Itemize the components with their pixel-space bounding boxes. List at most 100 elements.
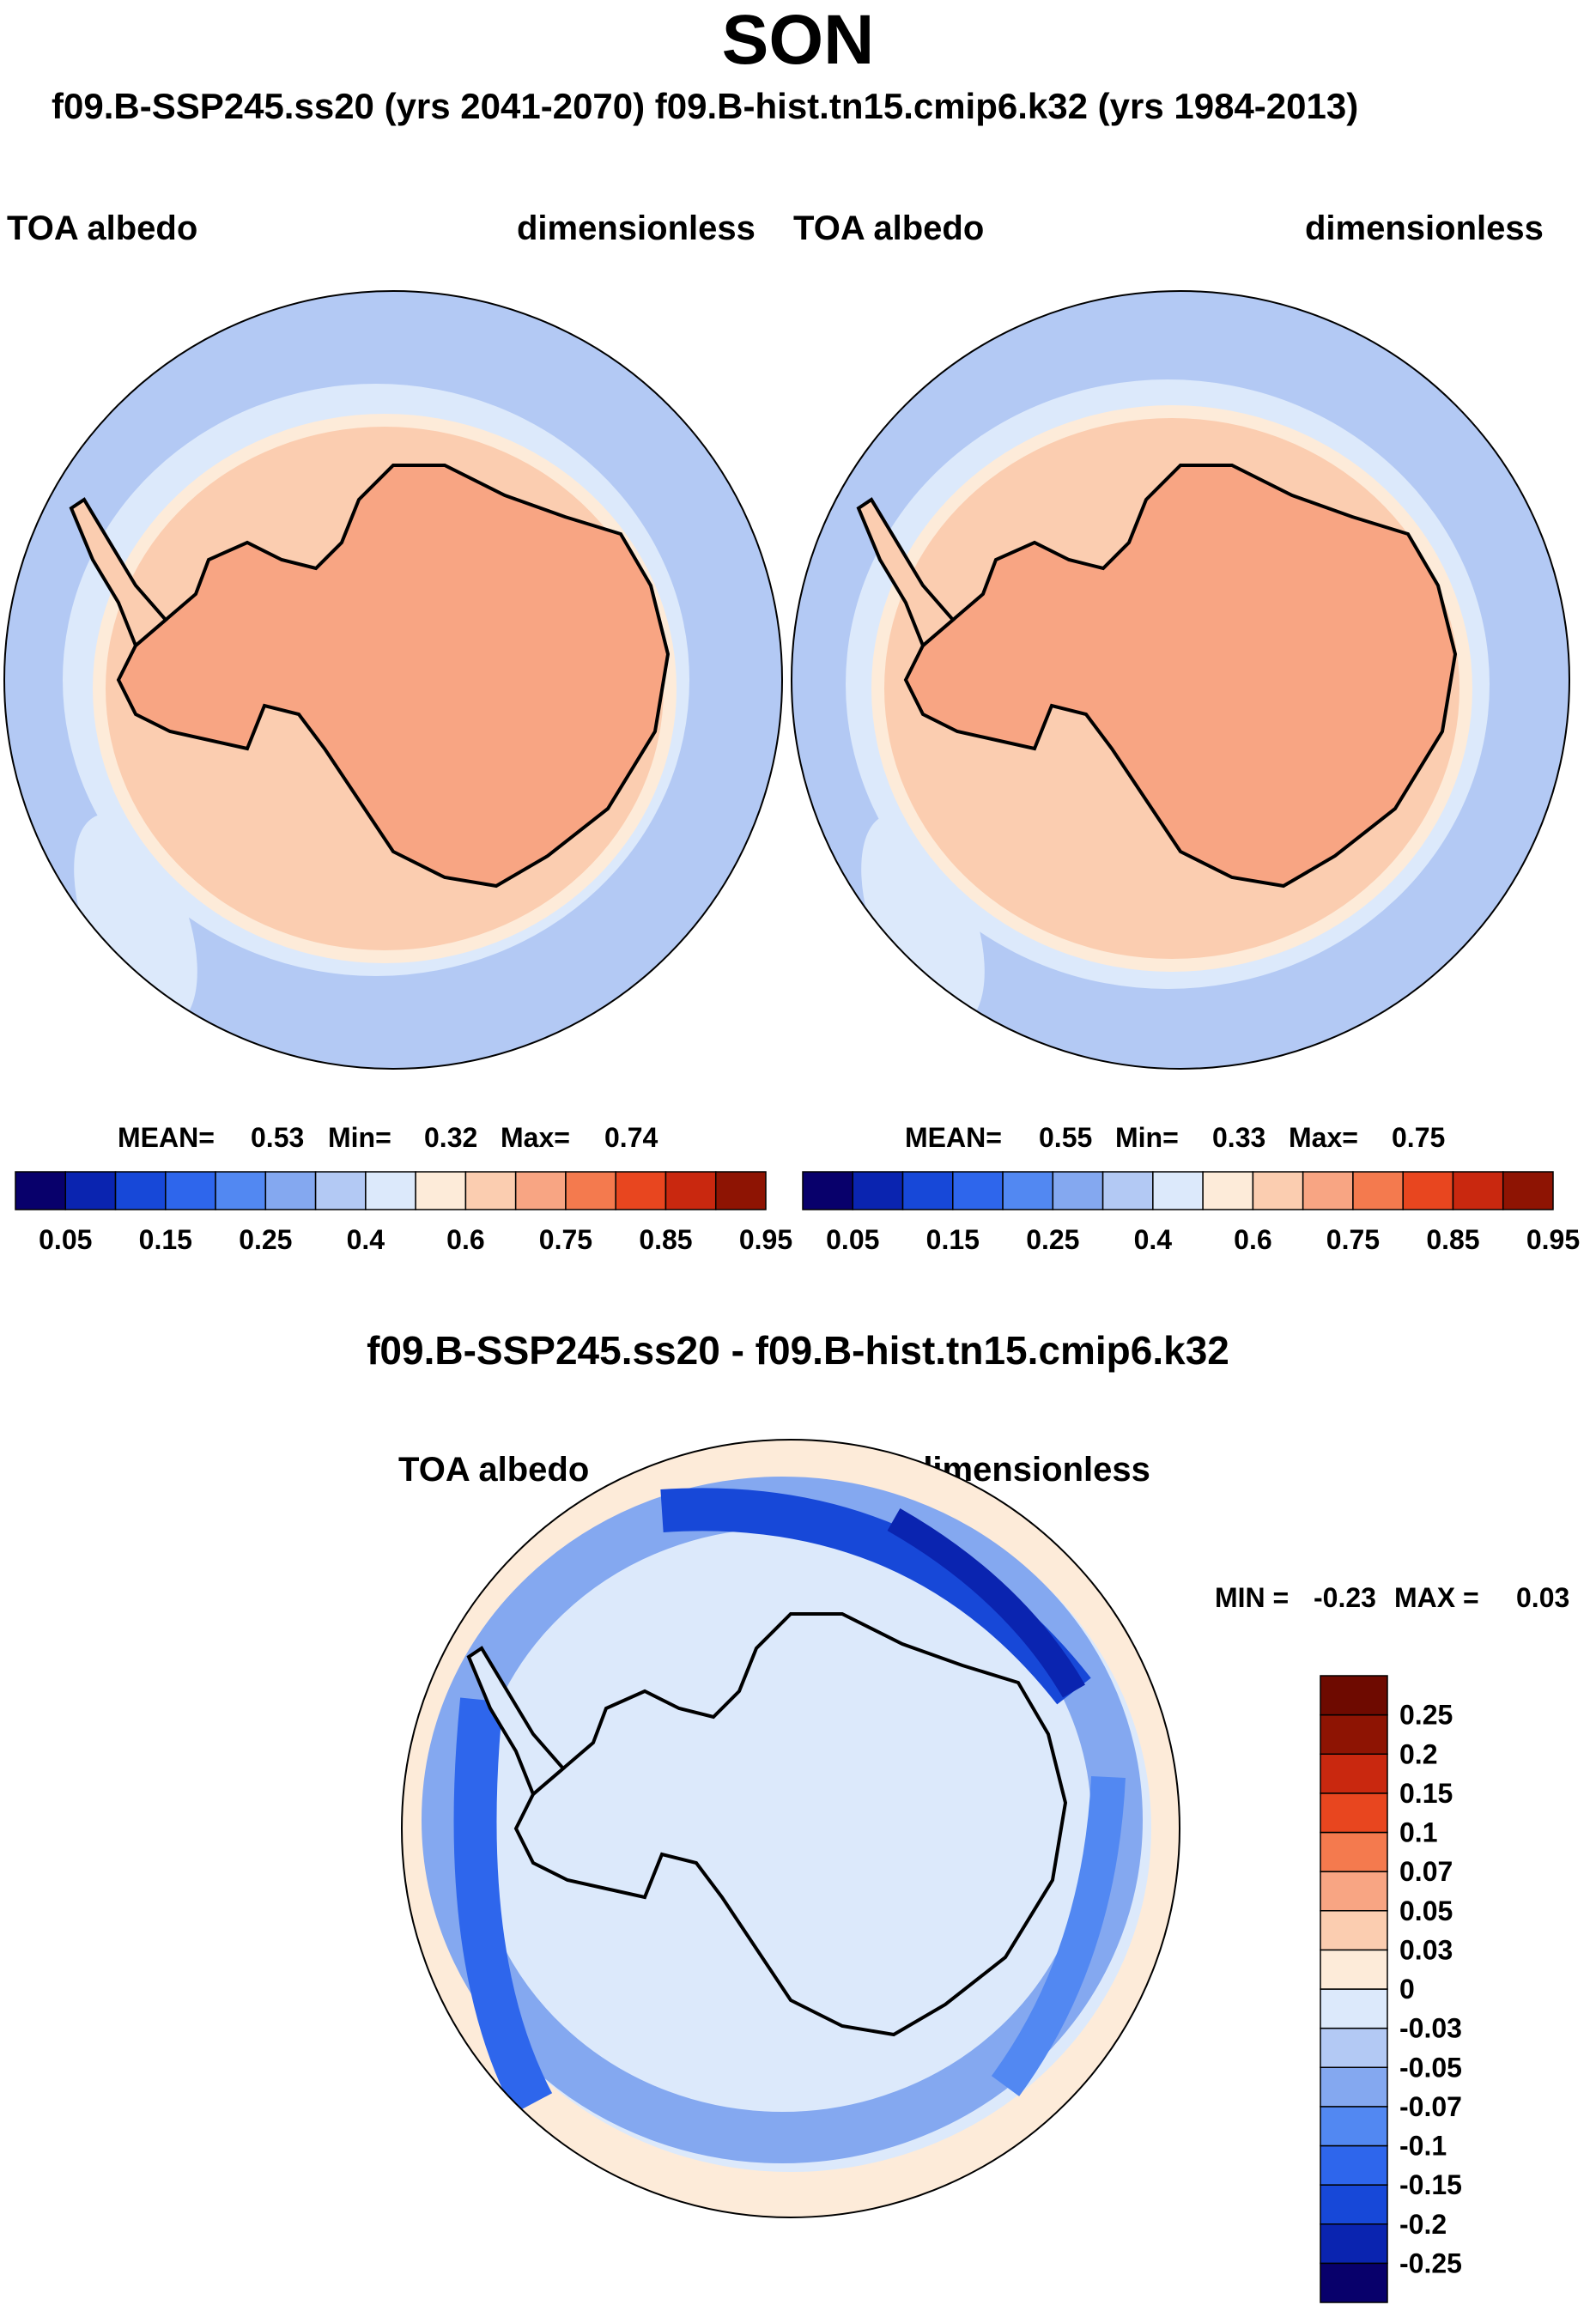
difference-colorbar-swatch-10 <box>1320 1871 1388 1912</box>
difference-colorbar-tick-0: -0.25 <box>1399 2247 1462 2278</box>
right-colorbar-swatch-8 <box>1202 1171 1254 1210</box>
left-colorbar-swatch-11 <box>565 1171 616 1210</box>
right-colorbar-tick-7: 0.95 <box>1526 1224 1580 1255</box>
difference-colorbar-swatch-14 <box>1320 1714 1388 1755</box>
right-colorbar-tick-4: 0.6 <box>1234 1224 1271 1255</box>
left-colorbar-swatch-8 <box>415 1171 467 1210</box>
difference-colorbar-tick-7: 0 <box>1399 1974 1415 2005</box>
right-colorbar-swatch-3 <box>952 1171 1004 1210</box>
difference-colorbar-swatch-0 <box>1320 2262 1388 2303</box>
left-colorbar-tick-3: 0.4 <box>347 1224 385 1255</box>
left-min-label: Min= <box>328 1122 391 1153</box>
left-colorbar-swatch-13 <box>664 1171 717 1210</box>
left-colorbar-tick-4: 0.6 <box>446 1224 484 1255</box>
left-colorbar-swatch-6 <box>314 1171 367 1210</box>
left-max-value: 0.74 <box>604 1122 658 1153</box>
right-colorbar-swatch-4 <box>1002 1171 1054 1210</box>
right-colorbar-tick-6: 0.85 <box>1426 1224 1479 1255</box>
right-panel-variable-label: TOA albedo <box>793 209 985 247</box>
difference-colorbar: -0.25 -0.2 -0.15 -0.1 -0.07 -0.05 -0.03 0 0.03 0.… <box>1320 1675 1462 2303</box>
difference-colorbar-swatch-7 <box>1320 1988 1388 2029</box>
difference-colorbar-tick-11: 0.1 <box>1399 1817 1437 1848</box>
difference-colorbar-tick-4: -0.07 <box>1399 2091 1462 2122</box>
right-colorbar-tick-5: 0.75 <box>1326 1224 1380 1255</box>
diff-min-value: -0.23 <box>1314 1582 1376 1613</box>
right-max-value: 0.75 <box>1392 1122 1446 1153</box>
left-colorbar-swatch-10 <box>514 1171 567 1210</box>
difference-colorbar-swatch-13 <box>1320 1753 1388 1794</box>
right-panel-units-label: dimensionless <box>1305 209 1544 247</box>
left-colorbar-tick-1: 0.15 <box>139 1224 192 1255</box>
difference-colorbar-tick-13: 0.2 <box>1399 1738 1437 1769</box>
difference-colorbar-swatch-4 <box>1320 2106 1388 2147</box>
difference-colorbar-swatch-15 <box>1320 1675 1388 1716</box>
difference-colorbar-tick-10: 0.07 <box>1399 1856 1453 1887</box>
left-mean-label: MEAN= <box>118 1122 215 1153</box>
difference-colorbar-swatch-3 <box>1320 2144 1388 2186</box>
difference-colorbar-tick-2: -0.15 <box>1399 2169 1462 2200</box>
right-colorbar-swatch-1 <box>852 1171 904 1210</box>
right-map <box>792 291 1569 1069</box>
difference-colorbar-tick-5: -0.05 <box>1399 2052 1462 2083</box>
right-colorbar-swatch-0 <box>802 1171 854 1210</box>
right-colorbar-swatch-11 <box>1352 1171 1404 1210</box>
left-colorbar-swatch-9 <box>464 1171 517 1210</box>
right-min-label: Min= <box>1115 1122 1179 1153</box>
left-colorbar-tick-2: 0.25 <box>239 1224 292 1255</box>
left-colorbar: 0.05 0.15 0.25 0.4 0.6 0.75 0.85 0.95 <box>15 1171 792 1255</box>
left-colorbar-swatch-1 <box>64 1171 117 1210</box>
right-colorbar-tick-3: 0.4 <box>1134 1224 1173 1255</box>
diff-max-label: MAX = <box>1394 1582 1479 1613</box>
difference-colorbar-swatch-9 <box>1320 1910 1388 1951</box>
diff-min-label: MIN = <box>1215 1582 1290 1613</box>
right-colorbar-swatch-2 <box>901 1171 954 1210</box>
left-colorbar-tick-6: 0.85 <box>639 1224 692 1255</box>
left-colorbar-swatch-3 <box>165 1171 216 1210</box>
diff-panel-variable-label: TOA albedo <box>398 1451 590 1489</box>
difference-colorbar-swatch-11 <box>1320 1831 1388 1872</box>
difference-colorbar-swatch-12 <box>1320 1792 1388 1834</box>
difference-colorbar-tick-6: -0.03 <box>1399 2013 1462 2044</box>
right-colorbar-swatch-14 <box>1502 1171 1554 1210</box>
left-colorbar-tick-5: 0.75 <box>539 1224 592 1255</box>
difference-title: f09.B-SSP245.ss20 - f09.B-hist.tn15.cmip… <box>367 1328 1229 1373</box>
right-mean-label: MEAN= <box>905 1122 1002 1153</box>
difference-map <box>402 1440 1180 2217</box>
left-panel-units-label: dimensionless <box>517 209 756 247</box>
right-colorbar-tick-2: 0.25 <box>1026 1224 1079 1255</box>
difference-colorbar-swatch-6 <box>1320 2027 1388 2068</box>
diff-max-value: 0.03 <box>1516 1582 1570 1613</box>
left-colorbar-tick-0: 0.05 <box>39 1224 92 1255</box>
difference-colorbar-tick-14: 0.25 <box>1399 1700 1453 1731</box>
left-panel-variable-label: TOA albedo <box>7 209 198 247</box>
left-colorbar-swatch-5 <box>264 1171 317 1210</box>
left-colorbar-swatch-7 <box>365 1171 416 1210</box>
difference-colorbar-tick-3: -0.1 <box>1399 2131 1447 2162</box>
main-title: SON <box>721 1 875 79</box>
left-max-label: Max= <box>501 1122 570 1153</box>
difference-colorbar-tick-8: 0.03 <box>1399 1934 1453 1965</box>
left-colorbar-swatch-4 <box>215 1171 267 1210</box>
difference-colorbar-tick-9: 0.05 <box>1399 1896 1453 1926</box>
left-colorbar-tick-7: 0.95 <box>739 1224 792 1255</box>
right-colorbar-swatch-10 <box>1302 1171 1354 1210</box>
left-map <box>4 291 782 1069</box>
right-colorbar-swatch-7 <box>1152 1171 1204 1210</box>
difference-colorbar-tick-12: 0.15 <box>1399 1778 1453 1809</box>
left-mean-value: 0.53 <box>251 1122 305 1153</box>
left-colorbar-swatch-2 <box>114 1171 167 1210</box>
right-min-value: 0.33 <box>1212 1122 1266 1153</box>
difference-colorbar-tick-1: -0.2 <box>1399 2209 1447 2240</box>
right-colorbar-swatch-5 <box>1052 1171 1104 1210</box>
right-colorbar-tick-0: 0.05 <box>826 1224 879 1255</box>
right-mean-value: 0.55 <box>1039 1122 1093 1153</box>
difference-colorbar-swatch-2 <box>1320 2184 1388 2225</box>
right-colorbar-tick-1: 0.15 <box>926 1224 980 1255</box>
left-min-value: 0.32 <box>424 1122 478 1153</box>
right-colorbar-swatch-6 <box>1101 1171 1154 1210</box>
right-colorbar: 0.05 0.15 0.25 0.4 0.6 0.75 0.85 0.95 <box>802 1171 1580 1255</box>
difference-colorbar-swatch-5 <box>1320 2066 1388 2108</box>
difference-colorbar-swatch-8 <box>1320 1949 1388 1990</box>
right-colorbar-swatch-9 <box>1252 1171 1304 1210</box>
